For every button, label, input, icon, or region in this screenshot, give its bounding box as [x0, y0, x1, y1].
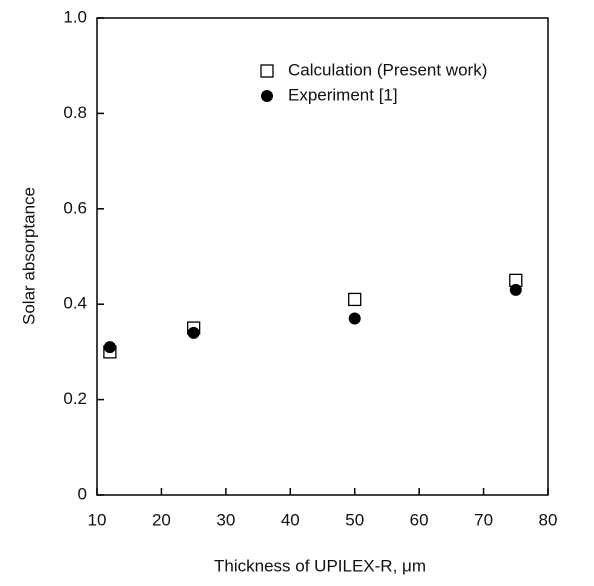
y-tick-label: 0.8: [63, 103, 87, 122]
plot-frame: [96, 17, 549, 496]
y-tick-label: 1.0: [63, 7, 87, 26]
x-tick-label: 70: [474, 510, 493, 529]
legend-label: Calculation (Present work): [288, 60, 487, 79]
x-tick-label: 80: [539, 510, 558, 529]
square-marker: [260, 64, 274, 78]
x-tick-label: 10: [88, 510, 107, 529]
circle-marker: [348, 312, 361, 325]
x-tick-label: 20: [152, 510, 171, 529]
x-axis-label: Thickness of UPILEX-R, μm: [214, 556, 426, 575]
legend-label: Experiment [1]: [288, 85, 398, 104]
x-tick-label: 30: [216, 510, 235, 529]
x-tick-label: 60: [410, 510, 429, 529]
circle-marker: [261, 90, 273, 102]
square-marker: [348, 292, 362, 307]
y-axis-label: Solar absorptance: [19, 187, 38, 325]
circle-marker: [187, 326, 200, 339]
circle-marker: [509, 283, 522, 296]
y-tick-label: 0: [78, 484, 87, 503]
circle-marker: [103, 341, 116, 354]
x-tick-label: 40: [281, 510, 300, 529]
y-tick-label: 0.2: [63, 389, 87, 408]
x-tick-label: 50: [345, 510, 364, 529]
y-tick-label: 0.6: [63, 198, 87, 217]
y-tick-label: 0.4: [63, 294, 87, 313]
